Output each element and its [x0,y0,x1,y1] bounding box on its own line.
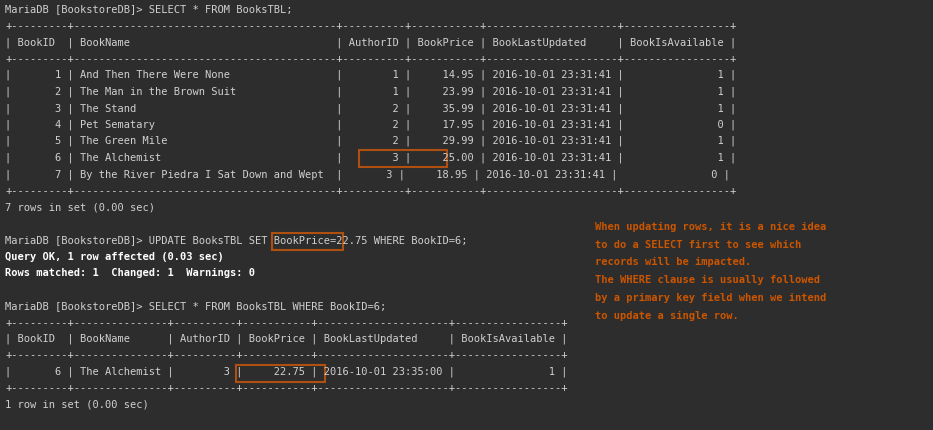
Text: +---------+------------------------------------------+----------+-----------+---: +---------+-----------------------------… [5,185,736,195]
Bar [236,365,325,381]
Text: MariaDB [BookstoreDB]> UPDATE BooksTBL SET BookPrice=22.75 WHERE BookID=6;: MariaDB [BookstoreDB]> UPDATE BooksTBL S… [5,234,467,244]
Text: MariaDB [BookstoreDB]> SELECT * FROM BooksTBL WHERE BookID=6;: MariaDB [BookstoreDB]> SELECT * FROM Boo… [5,300,386,310]
Text: +---------+------------------------------------------+----------+-----------+---: +---------+-----------------------------… [5,21,736,31]
Text: |       1 | And Then There Were None                 |        1 |     14.95 | 20: | 1 | And Then There Were None | 1 | 14.… [5,70,736,80]
Text: Query OK, 1 row affected (0.03 sec): Query OK, 1 row affected (0.03 sec) [5,251,224,261]
Text: | BookID  | BookName      | AuthorID | BookPrice | BookLastUpdated     | BookIsA: | BookID | BookName | AuthorID | BookPri… [5,333,567,344]
Text: |       5 | The Green Mile                           |        2 |     29.99 | 20: | 5 | The Green Mile | 2 | 29.99 | 20 [5,136,736,146]
Text: by a primary key field when we intend: by a primary key field when we intend [595,292,827,302]
Text: |       2 | The Man in the Brown Suit                |        1 |     23.99 | 20: | 2 | The Man in the Brown Suit | 1 | 23… [5,86,736,97]
Text: |       6 | The Alchemist                            |        3 |     25.00 | 20: | 6 | The Alchemist | 3 | 25.00 | 20 [5,152,736,163]
Bar [359,150,447,168]
Text: |       4 | Pet Sematary                             |        2 |     17.95 | 20: | 4 | Pet Sematary | 2 | 17.95 | 20 [5,119,736,130]
Text: +---------+---------------+----------+-----------+---------------------+--------: +---------+---------------+----------+--… [5,350,567,359]
Text: 1 row in set (0.00 sec): 1 row in set (0.00 sec) [5,399,148,409]
Text: 7 rows in set (0.00 sec): 7 rows in set (0.00 sec) [5,202,155,212]
Bar [272,233,342,250]
Text: +---------+------------------------------------------+----------+-----------+---: +---------+-----------------------------… [5,53,736,63]
Text: MariaDB [BookstoreDB]> SELECT * FROM BooksTBL;: MariaDB [BookstoreDB]> SELECT * FROM Boo… [5,4,293,14]
Text: +---------+---------------+----------+-----------+---------------------+--------: +---------+---------------+----------+--… [5,317,567,327]
Text: +---------+---------------+----------+-----------+---------------------+--------: +---------+---------------+----------+--… [5,383,567,393]
Text: When updating rows, it is a nice idea: When updating rows, it is a nice idea [595,221,827,231]
Text: | BookID  | BookName                                 | AuthorID | BookPrice | Bo: | BookID | BookName | AuthorID | BookPri… [5,37,736,47]
Text: |       7 | By the River Piedra I Sat Down and Wept  |       3 |     18.95 | 201: | 7 | By the River Piedra I Sat Down and… [5,169,730,179]
Text: |       6 | The Alchemist |        3 |     22.75 | 2016-10-01 23:35:00 |        : | 6 | The Alchemist | 3 | 22.75 | 2016-1… [5,366,567,377]
Text: The WHERE clause is usually followed: The WHERE clause is usually followed [595,275,820,285]
Text: |       3 | The Stand                                |        2 |     35.99 | 20: | 3 | The Stand | 2 | 35.99 | 20 [5,103,736,113]
Text: to update a single row.: to update a single row. [595,310,739,320]
Text: Rows matched: 1  Changed: 1  Warnings: 0: Rows matched: 1 Changed: 1 Warnings: 0 [5,267,255,277]
Text: to do a SELECT first to see which: to do a SELECT first to see which [595,239,801,249]
Text: records will be impacted.: records will be impacted. [595,257,751,267]
